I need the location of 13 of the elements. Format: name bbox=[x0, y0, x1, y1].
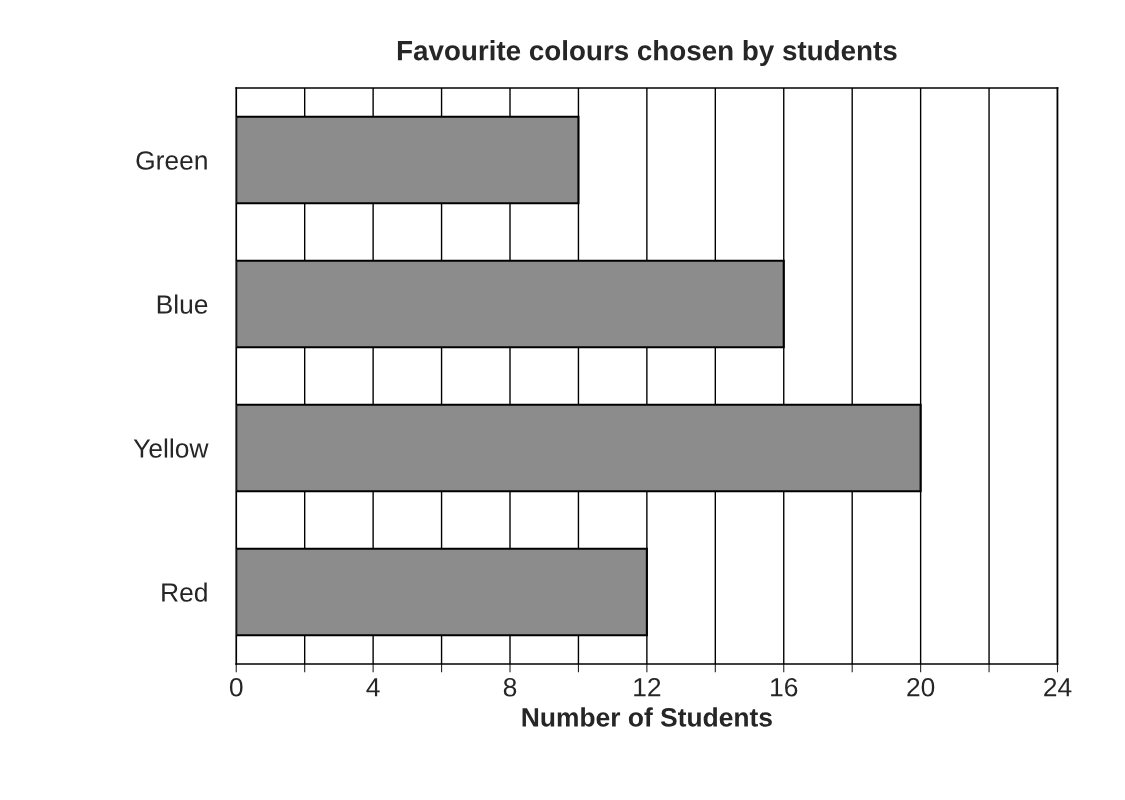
x-tick-label: 20 bbox=[907, 677, 935, 697]
x-tick-label: 4 bbox=[366, 678, 380, 697]
chart-title: Favourite colours chosen by students bbox=[397, 40, 897, 66]
x-tick-label: 0 bbox=[229, 677, 243, 697]
x-tick-label: 24 bbox=[1044, 677, 1072, 697]
x-tick-label: 12 bbox=[634, 677, 661, 697]
x-tick-label: 16 bbox=[771, 677, 798, 697]
x-axis-title: Number of Students bbox=[522, 707, 772, 727]
y-tick-label: Red bbox=[162, 582, 207, 602]
y-tick-label: Blue bbox=[157, 294, 208, 314]
y-tick-label: Yellow bbox=[133, 438, 209, 458]
y-tick-label: Green bbox=[136, 151, 207, 170]
x-tick-label: 8 bbox=[503, 677, 517, 697]
